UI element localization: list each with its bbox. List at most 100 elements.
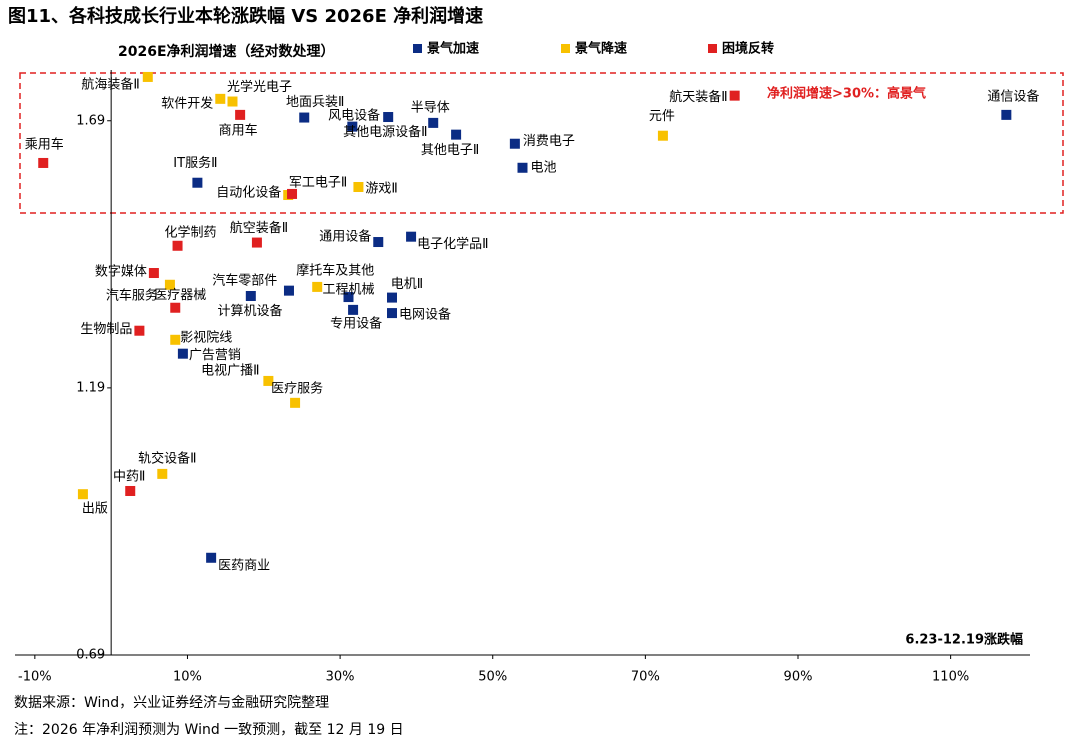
x-tick-label: 70%: [631, 670, 660, 685]
point-label: 自动化设备: [216, 185, 281, 201]
y-tick-label: 0.69: [76, 648, 105, 663]
point: [38, 157, 49, 168]
point: [283, 285, 294, 296]
x-tick-label: 110%: [932, 670, 969, 685]
point: [245, 290, 256, 301]
x-tick-label: 50%: [478, 670, 507, 685]
point-label: 元件: [649, 109, 675, 124]
point-label: 工程机械: [322, 283, 374, 298]
point-label: 地面兵装Ⅱ: [286, 95, 344, 110]
point: [157, 468, 168, 479]
point-label: 消费电子: [523, 134, 575, 149]
point-label: 影视院线: [180, 330, 232, 345]
point: [148, 268, 159, 279]
point-label: 风电设备: [328, 108, 380, 124]
point-label: 航空装备Ⅱ: [230, 220, 288, 236]
point-label: 电子化学品Ⅱ: [417, 236, 488, 252]
point-label: 生物制品: [80, 322, 132, 337]
point-label: IT服务Ⅱ: [173, 155, 217, 171]
point-label: 数字媒体: [95, 265, 147, 280]
point: [235, 109, 246, 120]
legend-label: 景气加速: [427, 41, 479, 57]
point-label: 乘用车: [25, 136, 64, 152]
point-label: 半导体: [411, 100, 450, 115]
point: [77, 489, 88, 500]
point-label: 电机Ⅱ: [391, 277, 423, 292]
annotation: 净利润增速>30%：高景气: [767, 86, 926, 102]
point: [192, 177, 203, 188]
point: [509, 138, 520, 149]
point-label: 软件开发: [161, 95, 213, 111]
legend-label: 景气降速: [575, 41, 627, 57]
y-axis-label: 2026E净利润增速（经对数处理）: [118, 43, 335, 60]
chart-title: 图11、各科技成长行业本轮涨跌幅 VS 2026E 净利润增速: [8, 5, 483, 27]
point: [125, 485, 136, 496]
legend-swatch: [708, 44, 717, 53]
point-label: 其他电子Ⅱ: [421, 143, 479, 158]
point: [227, 96, 238, 107]
x-tick-label: 90%: [784, 670, 813, 685]
point: [263, 375, 274, 386]
point: [1001, 109, 1012, 120]
y-tick-label: 1.19: [76, 380, 105, 395]
point-label: 化学制药: [165, 224, 217, 240]
point-label: 汽车零部件: [212, 272, 277, 288]
point-label: 商用车: [219, 122, 258, 138]
point: [287, 188, 298, 199]
point: [142, 71, 153, 82]
point-label: 医疗器械: [154, 288, 206, 303]
point-label: 电视广播Ⅱ: [201, 363, 259, 378]
point: [729, 90, 740, 101]
point: [172, 240, 183, 251]
point-label: 航天装备Ⅱ: [669, 89, 727, 105]
highlight-box: [19, 72, 1064, 214]
point: [428, 117, 439, 128]
point-label: 医药商业: [218, 558, 270, 573]
legend-swatch: [561, 44, 570, 53]
point: [170, 302, 181, 313]
point: [251, 237, 262, 248]
point-label: 专用设备: [330, 315, 382, 331]
point: [383, 112, 394, 123]
point-label: 摩托车及其他: [296, 262, 374, 278]
x-axis-label: 6.23-12.19涨跌幅: [905, 632, 1023, 648]
point: [215, 93, 226, 104]
point-label: 计算机设备: [217, 303, 282, 319]
point: [343, 292, 354, 303]
point-label: 医疗服务: [271, 380, 323, 396]
point: [177, 348, 188, 359]
footnote: 数据来源：Wind，兴业证券经济与金融研究院整理: [14, 695, 329, 711]
point: [312, 281, 323, 292]
x-tick-label: 30%: [326, 670, 355, 685]
legend-label: 困境反转: [722, 41, 774, 57]
point-label: 军工电子Ⅱ: [289, 175, 347, 190]
point-label: 中药Ⅱ: [113, 469, 145, 484]
point-label: 航海装备Ⅱ: [81, 76, 139, 92]
point-label: 广告营销: [189, 348, 241, 363]
point-label: 通信设备: [987, 88, 1039, 104]
point-label: 电池: [531, 160, 557, 175]
point-label: 汽车服务: [106, 287, 158, 303]
point: [134, 325, 145, 336]
y-tick-label: 1.69: [76, 113, 105, 128]
point-label: 出版: [82, 502, 108, 517]
legend-swatch: [413, 44, 422, 53]
x-tick-label: 10%: [173, 670, 202, 685]
point: [164, 279, 175, 290]
point: [290, 397, 301, 408]
point: [373, 237, 384, 248]
point: [206, 552, 217, 563]
point: [657, 130, 668, 141]
point: [387, 292, 397, 303]
point: [353, 182, 364, 192]
point-label: 游戏Ⅱ: [365, 182, 397, 197]
point-label: 光学光电子: [227, 79, 292, 95]
point: [348, 304, 359, 315]
point: [299, 112, 310, 123]
footnote: 注：2026 年净利润预测为 Wind 一致预测，截至 12 月 19 日: [14, 722, 404, 738]
point-label: 电网设备: [399, 307, 451, 323]
point: [387, 308, 397, 319]
point: [517, 162, 528, 173]
point: [451, 129, 462, 140]
